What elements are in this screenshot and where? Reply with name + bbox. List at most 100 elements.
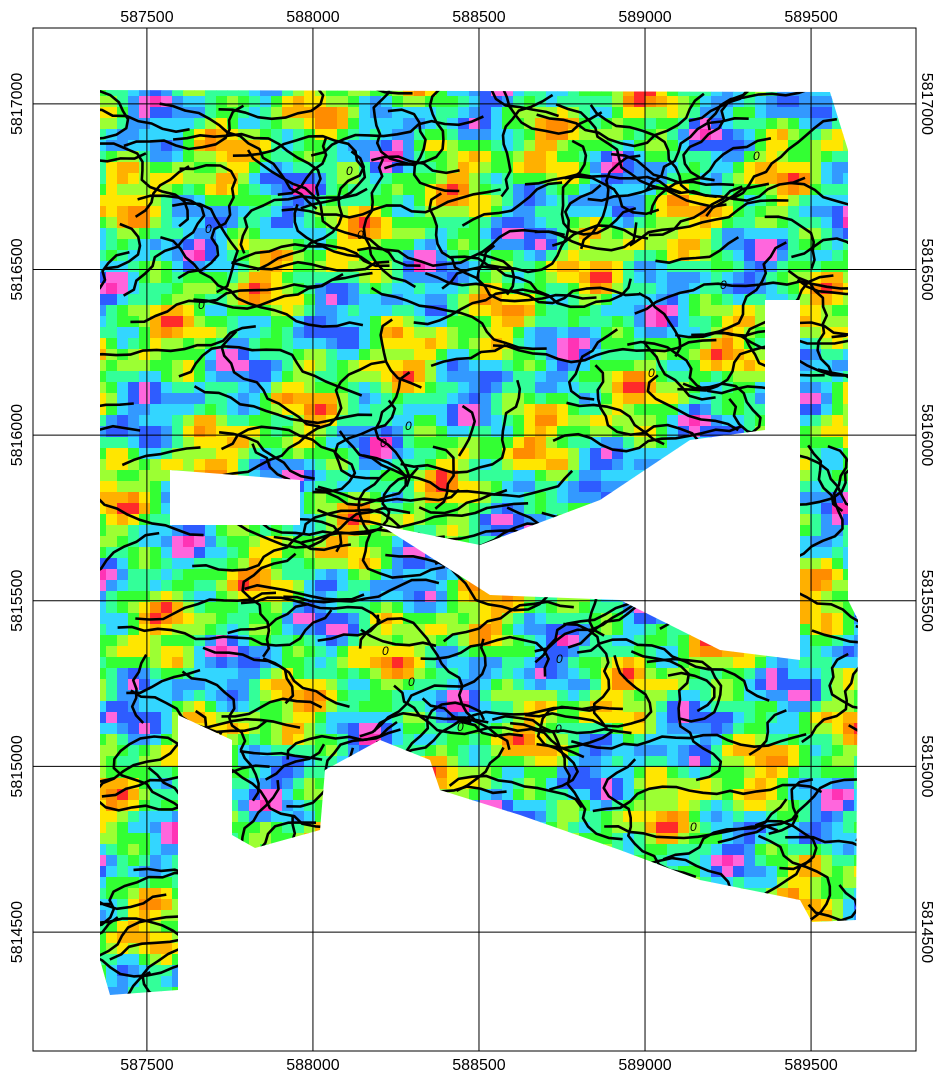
raster-cell [359, 415, 371, 427]
raster-cell [436, 745, 448, 757]
raster-cell [777, 228, 789, 240]
raster-cell [579, 250, 591, 262]
raster-cell [843, 393, 855, 405]
raster-cell [282, 206, 294, 218]
raster-cell [524, 701, 536, 713]
raster-cell [403, 844, 415, 856]
raster-cell [843, 525, 855, 537]
raster-cell [304, 844, 316, 856]
raster-cell [810, 646, 822, 658]
raster-cell [282, 778, 294, 790]
raster-cell [612, 459, 624, 471]
raster-cell [359, 327, 371, 339]
raster-cell [799, 382, 811, 394]
raster-cell [381, 228, 393, 240]
raster-cell [590, 140, 602, 152]
raster-cell [535, 855, 547, 867]
raster-cell [425, 239, 437, 251]
raster-cell [579, 85, 591, 97]
raster-cell [810, 767, 822, 779]
raster-cell [535, 382, 547, 394]
raster-cell [502, 316, 514, 328]
raster-cell [777, 613, 789, 625]
raster-cell [337, 613, 349, 625]
raster-cell [139, 283, 151, 295]
raster-cell [744, 767, 756, 779]
raster-cell [843, 855, 855, 867]
raster-cell [106, 206, 118, 218]
raster-cell [689, 151, 701, 163]
raster-cell [854, 371, 866, 383]
raster-cell [546, 184, 558, 196]
raster-cell [535, 305, 547, 317]
raster-cell [348, 833, 360, 845]
raster-cell [502, 855, 514, 867]
raster-cell [238, 679, 250, 691]
raster-cell [854, 745, 866, 757]
raster-cell [425, 294, 437, 306]
raster-cell [656, 701, 668, 713]
raster-cell [678, 767, 690, 779]
raster-cell [359, 96, 371, 108]
raster-cell [183, 822, 195, 834]
raster-cell [744, 712, 756, 724]
raster-cell [843, 129, 855, 141]
raster-cell [260, 690, 272, 702]
raster-cell [271, 503, 283, 515]
raster-cell [436, 426, 448, 438]
raster-cell [381, 756, 393, 768]
raster-cell [227, 96, 239, 108]
raster-cell [722, 228, 734, 240]
raster-cell [304, 580, 316, 592]
raster-cell [403, 140, 415, 152]
raster-cell [414, 668, 426, 680]
raster-cell [524, 657, 536, 669]
raster-cell [634, 360, 646, 372]
raster-cell [304, 140, 316, 152]
raster-cell [557, 162, 569, 174]
raster-cell [766, 624, 778, 636]
raster-cell [348, 855, 360, 867]
raster-cell [810, 514, 822, 526]
raster-cell [392, 778, 404, 790]
raster-cell [150, 635, 162, 647]
raster-cell [513, 822, 525, 834]
raster-cell [249, 173, 261, 185]
raster-cell [678, 580, 690, 592]
raster-cell [744, 448, 756, 460]
raster-cell [183, 283, 195, 295]
raster-cell [546, 415, 558, 427]
raster-cell [788, 206, 800, 218]
raster-cell [722, 129, 734, 141]
raster-cell [447, 679, 459, 691]
raster-cell [590, 470, 602, 482]
raster-cell [744, 206, 756, 218]
raster-cell [634, 536, 646, 548]
raster-cell [304, 866, 316, 878]
raster-cell [194, 426, 206, 438]
raster-cell [612, 85, 624, 97]
raster-cell [524, 613, 536, 625]
raster-cell [678, 635, 690, 647]
raster-cell [150, 569, 162, 581]
raster-cell [282, 734, 294, 746]
raster-cell [700, 492, 712, 504]
raster-cell [271, 756, 283, 768]
raster-cell [645, 96, 657, 108]
raster-cell [601, 393, 613, 405]
raster-cell [854, 360, 866, 372]
raster-cell [821, 525, 833, 537]
raster-cell [117, 811, 129, 823]
raster-cell [447, 129, 459, 141]
raster-cell [194, 657, 206, 669]
raster-cell [238, 96, 250, 108]
raster-cell [667, 503, 679, 515]
raster-cell [777, 536, 789, 548]
raster-cell [183, 514, 195, 526]
raster-cell [348, 712, 360, 724]
raster-cell [854, 250, 866, 262]
raster-cell [139, 426, 151, 438]
raster-cell [271, 206, 283, 218]
raster-cell [568, 569, 580, 581]
raster-cell [612, 503, 624, 515]
